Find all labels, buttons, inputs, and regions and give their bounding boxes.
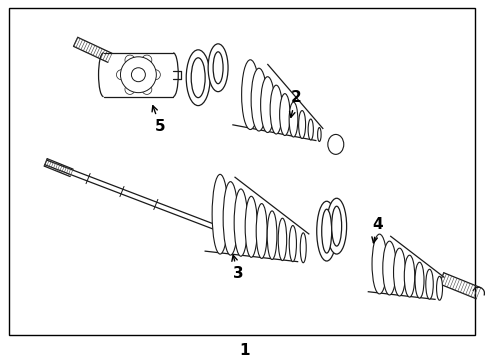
Ellipse shape <box>270 85 282 134</box>
Ellipse shape <box>332 206 342 246</box>
Ellipse shape <box>186 50 210 105</box>
Ellipse shape <box>317 201 337 261</box>
Ellipse shape <box>213 52 223 84</box>
Ellipse shape <box>415 262 424 298</box>
Ellipse shape <box>393 248 406 296</box>
Ellipse shape <box>261 77 274 132</box>
Ellipse shape <box>426 269 433 299</box>
Ellipse shape <box>289 102 298 137</box>
Ellipse shape <box>298 111 306 139</box>
Ellipse shape <box>256 204 267 258</box>
Ellipse shape <box>383 241 396 295</box>
Ellipse shape <box>404 255 415 297</box>
Ellipse shape <box>208 44 228 92</box>
Ellipse shape <box>131 68 146 82</box>
Ellipse shape <box>242 60 259 130</box>
Ellipse shape <box>322 209 332 253</box>
Text: 4: 4 <box>372 217 383 243</box>
Text: 2: 2 <box>290 90 301 117</box>
Ellipse shape <box>251 68 267 131</box>
Ellipse shape <box>289 225 296 262</box>
Ellipse shape <box>223 182 238 255</box>
Ellipse shape <box>327 198 346 254</box>
Ellipse shape <box>234 189 247 256</box>
Ellipse shape <box>437 276 442 300</box>
Ellipse shape <box>300 233 306 263</box>
Ellipse shape <box>245 196 257 257</box>
Text: 1: 1 <box>240 343 250 358</box>
Ellipse shape <box>191 58 205 98</box>
Ellipse shape <box>267 211 277 260</box>
Ellipse shape <box>212 174 228 254</box>
Ellipse shape <box>278 218 287 261</box>
Ellipse shape <box>372 234 387 294</box>
Ellipse shape <box>280 94 290 135</box>
Ellipse shape <box>121 57 156 93</box>
Ellipse shape <box>308 119 313 140</box>
Text: 5: 5 <box>152 106 166 134</box>
Ellipse shape <box>318 127 321 141</box>
Text: 3: 3 <box>232 255 244 282</box>
Ellipse shape <box>328 134 344 154</box>
